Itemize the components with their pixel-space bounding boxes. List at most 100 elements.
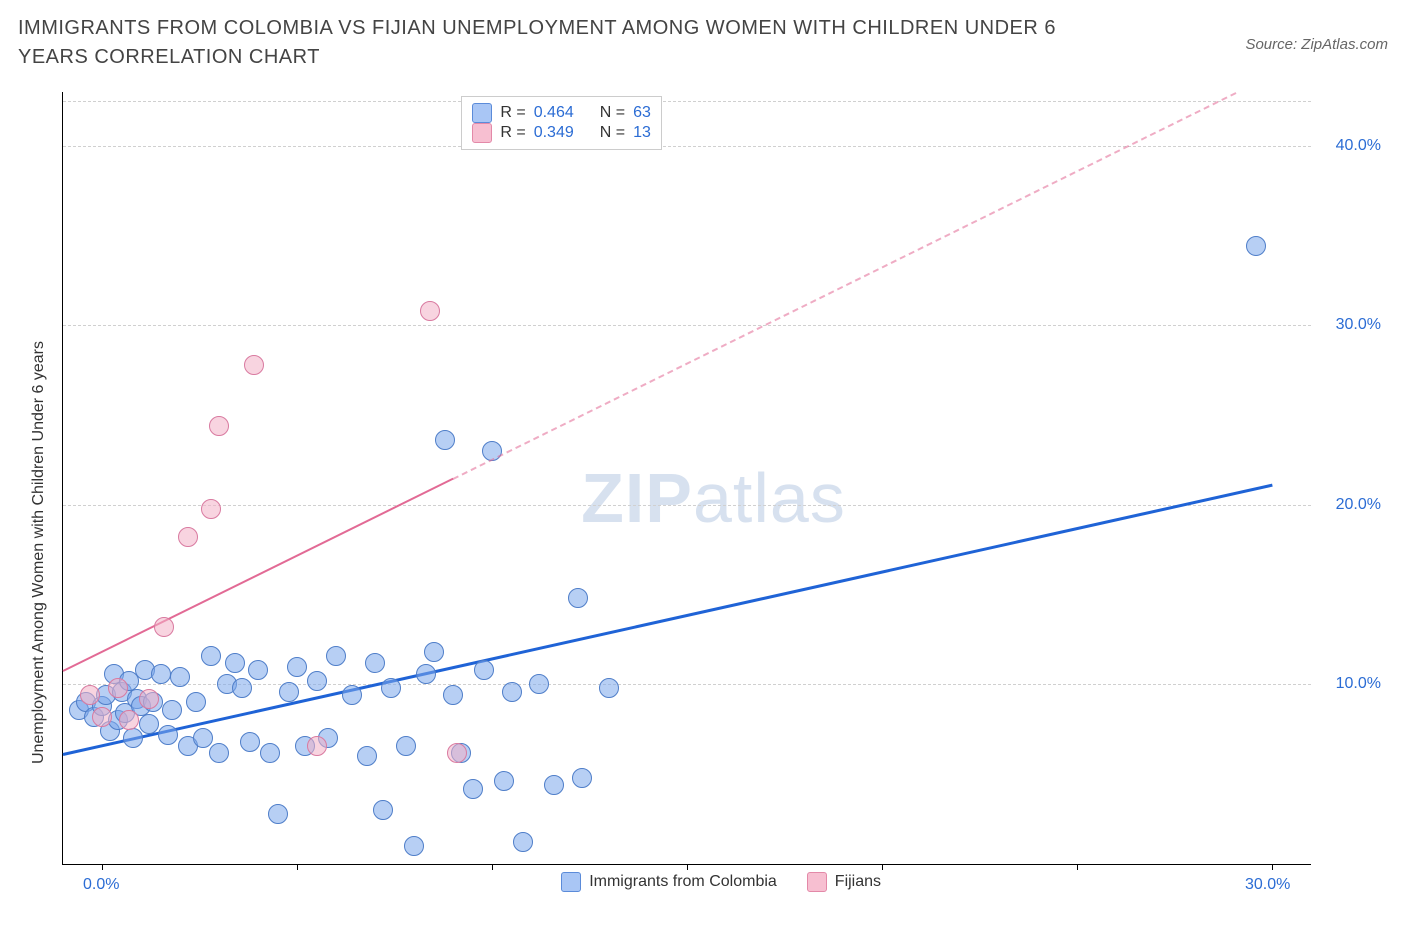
data-point (342, 685, 362, 705)
series-legend: Immigrants from Colombia Fijians (561, 872, 881, 892)
data-point (544, 775, 564, 795)
data-point (162, 700, 182, 720)
data-point (1246, 236, 1266, 256)
data-point (494, 771, 514, 791)
n-label: N = (600, 104, 625, 122)
data-point (225, 653, 245, 673)
data-point (209, 743, 229, 763)
data-point (307, 736, 327, 756)
data-point (307, 671, 327, 691)
data-point (572, 768, 592, 788)
data-point (279, 682, 299, 702)
gridline (63, 325, 1311, 326)
watermark-light: atlas (693, 459, 846, 537)
legend-swatch (472, 103, 492, 123)
data-point (463, 779, 483, 799)
data-point (178, 527, 198, 547)
data-point (92, 707, 112, 727)
data-point (474, 660, 494, 680)
y-tick-label: 30.0% (1321, 316, 1381, 334)
scatter-plot: ZIPatlas 10.0%20.0%30.0%40.0% (62, 92, 1311, 865)
x-tick-mark (492, 864, 493, 870)
x-tick-mark (882, 864, 883, 870)
data-point (170, 667, 190, 687)
data-point (404, 836, 424, 856)
data-point (326, 646, 346, 666)
y-axis-label: Unemployment Among Women with Children U… (30, 341, 48, 764)
data-point (373, 800, 393, 820)
data-point (158, 725, 178, 745)
data-point (80, 685, 100, 705)
data-point (287, 657, 307, 677)
data-point (357, 746, 377, 766)
data-point (513, 832, 533, 852)
data-point (139, 714, 159, 734)
data-point (201, 646, 221, 666)
watermark: ZIPatlas (581, 458, 846, 538)
data-point (154, 617, 174, 637)
watermark-bold: ZIP (581, 459, 693, 537)
gridline (63, 505, 1311, 506)
trend-line (63, 483, 1273, 755)
n-value: 63 (633, 104, 651, 122)
data-point (424, 642, 444, 662)
data-point (381, 678, 401, 698)
data-point (108, 678, 128, 698)
x-tick-mark (102, 864, 103, 870)
data-point (416, 664, 436, 684)
data-point (420, 301, 440, 321)
data-point (248, 660, 268, 680)
y-tick-label: 40.0% (1321, 137, 1381, 155)
data-point (139, 689, 159, 709)
legend-swatch (472, 123, 492, 143)
data-point (232, 678, 252, 698)
data-point (529, 674, 549, 694)
correlation-legend-row: R = 0.349 N = 13 (472, 123, 651, 143)
data-point (151, 664, 171, 684)
data-point (240, 732, 260, 752)
source-label: Source: ZipAtlas.com (1245, 36, 1388, 53)
data-point (568, 588, 588, 608)
data-point (244, 355, 264, 375)
n-label: N = (600, 124, 625, 142)
x-axis-min-label: 0.0% (83, 876, 119, 894)
y-tick-label: 10.0% (1321, 675, 1381, 693)
data-point (447, 743, 467, 763)
x-tick-mark (1077, 864, 1078, 870)
data-point (268, 804, 288, 824)
legend-swatch (561, 872, 581, 892)
trend-line (63, 478, 454, 672)
data-point (443, 685, 463, 705)
r-value: 0.349 (534, 124, 574, 142)
data-point (396, 736, 416, 756)
correlation-legend: R = 0.464 N = 63 R = 0.349 N = 13 (461, 96, 662, 150)
series-legend-label: Fijians (835, 873, 881, 891)
series-legend-item: Immigrants from Colombia (561, 872, 777, 892)
correlation-legend-row: R = 0.464 N = 63 (472, 103, 651, 123)
y-tick-label: 20.0% (1321, 496, 1381, 514)
x-axis-max-label: 30.0% (1245, 876, 1290, 894)
n-value: 13 (633, 124, 651, 142)
x-tick-mark (1272, 864, 1273, 870)
series-legend-label: Immigrants from Colombia (589, 873, 777, 891)
gridline (63, 101, 1311, 102)
data-point (599, 678, 619, 698)
data-point (209, 416, 229, 436)
data-point (260, 743, 280, 763)
data-point (186, 692, 206, 712)
data-point (123, 728, 143, 748)
data-point (435, 430, 455, 450)
chart-title: IMMIGRANTS FROM COLOMBIA VS FIJIAN UNEMP… (18, 14, 1118, 72)
legend-swatch (807, 872, 827, 892)
x-tick-mark (297, 864, 298, 870)
r-label: R = (500, 124, 525, 142)
trend-line (453, 92, 1236, 480)
data-point (365, 653, 385, 673)
r-value: 0.464 (534, 104, 574, 122)
x-tick-mark (687, 864, 688, 870)
data-point (502, 682, 522, 702)
data-point (119, 710, 139, 730)
data-point (201, 499, 221, 519)
series-legend-item: Fijians (807, 872, 881, 892)
r-label: R = (500, 104, 525, 122)
